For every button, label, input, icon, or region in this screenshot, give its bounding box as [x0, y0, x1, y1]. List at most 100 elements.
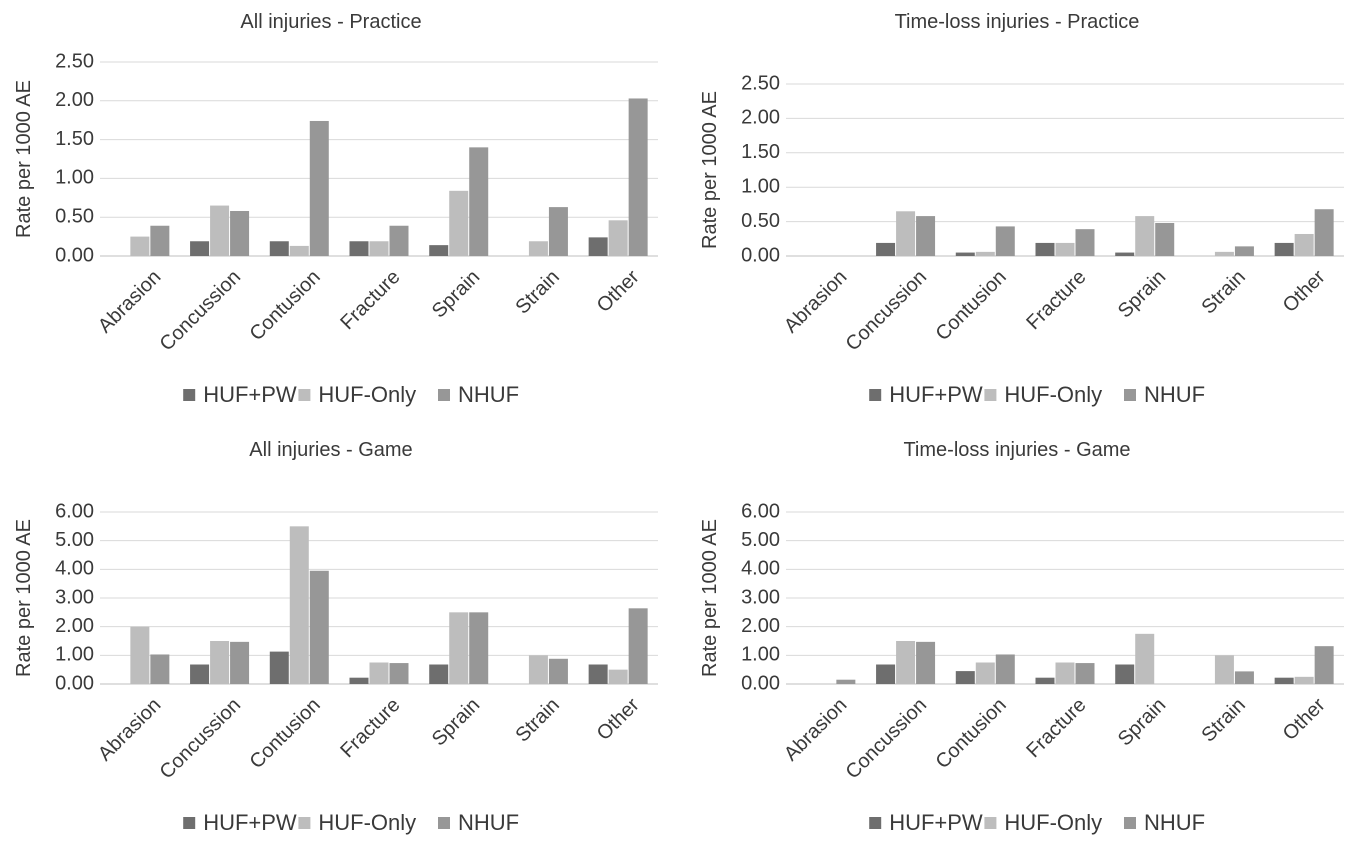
y-tick-label: 0.50: [55, 205, 94, 227]
x-tick-label: Fracture: [1022, 694, 1090, 762]
bar-huf-pw-fracture: [1035, 677, 1055, 684]
bar-huf-only-contusion: [289, 526, 309, 684]
legend-swatch: [298, 817, 311, 829]
legend-label: NHUF: [1144, 382, 1205, 407]
bar-huf-only-fracture: [1055, 662, 1075, 684]
bar-nhuf-sprain: [469, 147, 489, 256]
bar-nhuf-strain: [1234, 671, 1254, 684]
legend-swatch: [438, 817, 450, 829]
bar-huf-pw-concussion: [876, 664, 896, 684]
bar-nhuf-contusion: [995, 654, 1015, 684]
legend-swatch: [438, 389, 450, 401]
bar-nhuf-concussion: [916, 641, 936, 684]
x-tick-label: Fracture: [336, 266, 404, 334]
x-tick-label: Contusion: [246, 694, 325, 773]
bar-huf-only-other: [608, 220, 628, 256]
y-tick-label: 0.00: [741, 244, 780, 266]
bar-nhuf-other: [1314, 209, 1334, 256]
chart-title: Time-loss injuries - Practice: [895, 11, 1140, 33]
chart-time-loss-injuries-practice: Time-loss injuries - Practice Rate per 10…: [686, 0, 1372, 428]
y-axis-label: Rate per 1000 AE: [13, 519, 35, 677]
bar-huf-pw-other: [588, 237, 608, 256]
bar-nhuf-other: [628, 608, 648, 684]
bar-nhuf-sprain: [469, 612, 489, 684]
x-tick-label: Sprain: [1114, 694, 1170, 750]
chart-svg: All injuries - Game Rate per 1000 AE 0.00 1…: [13, 439, 658, 835]
bar-nhuf-concussion: [230, 210, 250, 256]
y-tick-label: 1.00: [741, 175, 780, 197]
x-tick-label: Abrasion: [780, 266, 851, 337]
y-tick-label: 0.00: [55, 244, 94, 266]
bar-nhuf-sprain: [1155, 222, 1175, 256]
y-tick-label: 1.50: [741, 141, 780, 163]
x-tick-label: Sprain: [1114, 266, 1170, 322]
legend-label: NHUF: [1144, 810, 1205, 835]
bar-nhuf-concussion: [916, 216, 936, 256]
legend-label: NHUF: [458, 382, 519, 407]
legend-swatch: [183, 817, 196, 829]
legend-swatch: [869, 389, 882, 401]
y-tick-label: 3.00: [55, 586, 94, 608]
legend-label: HUF+PW: [889, 810, 983, 835]
bar-huf-only-sprain: [1135, 633, 1155, 684]
y-tick-label: 0.50: [741, 210, 780, 232]
bar-huf-only-contusion: [975, 251, 995, 256]
y-tick-label: 1.00: [55, 167, 94, 189]
chart-time-loss-injuries-game: Time-loss injuries - Game Rate per 1000 A…: [686, 428, 1372, 856]
x-tick-label: Other: [1279, 266, 1330, 317]
y-tick-label: 3.00: [741, 586, 780, 608]
bar-nhuf-concussion: [230, 641, 250, 684]
chart-title: All injuries - Game: [249, 439, 412, 461]
x-tick-label: Strain: [1197, 694, 1250, 747]
y-tick-label: 0.00: [55, 672, 94, 694]
y-tick-label: 2.00: [55, 615, 94, 637]
bar-nhuf-strain: [1234, 246, 1254, 256]
bar-huf-pw-contusion: [269, 651, 289, 684]
y-tick-label: 4.00: [55, 558, 94, 580]
legend-swatch: [984, 817, 997, 829]
bar-huf-only-abrasion: [130, 236, 150, 256]
x-tick-label: Abrasion: [94, 694, 165, 765]
y-axis-label: Rate per 1000 AE: [13, 80, 35, 238]
bar-huf-pw-other: [1274, 242, 1294, 256]
y-tick-label: 1.00: [55, 644, 94, 666]
y-tick-label: 2.00: [741, 107, 780, 129]
y-tick-label: 6.00: [741, 500, 780, 522]
bar-huf-pw-contusion: [955, 671, 975, 684]
bar-huf-only-sprain: [449, 190, 469, 256]
x-tick-label: Concussion: [156, 266, 245, 355]
bar-huf-pw-concussion: [190, 241, 210, 256]
y-tick-label: 2.00: [55, 89, 94, 111]
bar-nhuf-abrasion: [150, 654, 170, 684]
bar-nhuf-abrasion: [836, 679, 856, 684]
x-tick-label: Strain: [1197, 266, 1250, 319]
legend-swatch: [869, 817, 882, 829]
bar-nhuf-strain: [548, 207, 568, 256]
x-tick-label: Concussion: [156, 694, 245, 783]
x-tick-label: Concussion: [842, 694, 931, 783]
y-tick-label: 6.00: [55, 500, 94, 522]
y-tick-label: 0.00: [741, 672, 780, 694]
bar-huf-only-concussion: [896, 211, 916, 256]
bar-huf-only-fracture: [369, 241, 389, 256]
legend-swatch: [298, 389, 311, 401]
chart-title: Time-loss injuries - Game: [903, 439, 1130, 461]
y-axis-label: Rate per 1000 AE: [699, 519, 721, 677]
chart-svg: Time-loss injuries - Practice Rate per 10…: [699, 11, 1344, 407]
bar-huf-only-sprain: [1135, 216, 1155, 256]
bar-huf-pw-fracture: [1035, 242, 1055, 256]
x-tick-label: Other: [593, 694, 644, 745]
bar-huf-only-strain: [1214, 655, 1234, 684]
chart-all-injuries-game: All injuries - Game Rate per 1000 AE 0.00 1…: [0, 428, 686, 856]
x-tick-label: Sprain: [428, 266, 484, 322]
bar-huf-only-concussion: [210, 641, 230, 684]
y-axis-label: Rate per 1000 AE: [699, 91, 721, 249]
x-tick-label: Other: [1279, 694, 1330, 745]
bar-nhuf-other: [1314, 646, 1334, 684]
bar-nhuf-abrasion: [150, 225, 170, 256]
bar-huf-pw-sprain: [1115, 252, 1135, 256]
bar-huf-pw-contusion: [269, 241, 289, 256]
bar-huf-pw-other: [1274, 677, 1294, 684]
bar-huf-only-concussion: [896, 641, 916, 684]
legend-label: HUF-Only: [318, 382, 416, 407]
